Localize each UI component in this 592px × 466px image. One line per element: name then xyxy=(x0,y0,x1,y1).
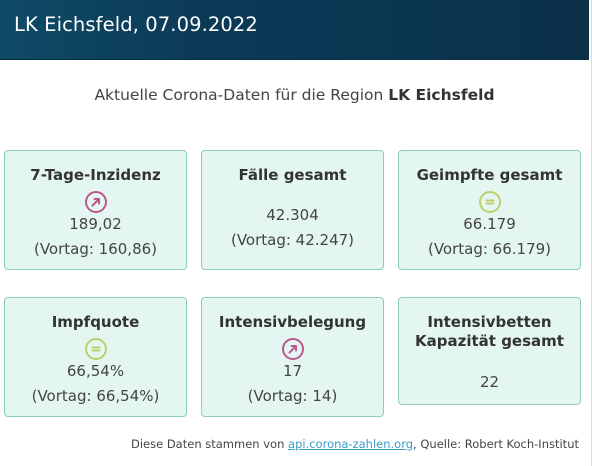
subtitle-region: LK Eichsfeld xyxy=(388,86,495,104)
card-previous-value: (Vortag: 160,86) xyxy=(33,240,158,258)
footer-source: Diese Daten stammen von api.corona-zahle… xyxy=(131,437,579,451)
trend-up-icon xyxy=(281,338,304,360)
card-title-line2: Kapazität gesamt xyxy=(415,332,564,350)
trend-up-icon xyxy=(84,191,107,213)
card-value: 66.179 xyxy=(463,215,516,233)
card-icu-capacity: Intensivbetten Kapazität gesamt 22 xyxy=(398,297,581,405)
card-value: 42.304 xyxy=(266,206,319,224)
card-title: Intensivbelegung xyxy=(218,313,367,331)
footer-prefix: Diese Daten stammen von xyxy=(130,437,289,451)
card-previous-value: (Vortag: 66.179) xyxy=(427,240,552,258)
card-title-line1: Intensivbetten xyxy=(427,313,552,331)
card-value: 22 xyxy=(479,373,500,391)
trend-equal-icon xyxy=(84,338,107,360)
card-title: Fälle gesamt xyxy=(238,166,347,184)
card-incidence: 7-Tage-Inzidenz 189,02 (Vortag: 160,86) xyxy=(4,150,187,270)
card-value: 66,54% xyxy=(66,362,125,380)
card-icu-occupancy: Intensivbelegung 17 (Vortag: 14) xyxy=(201,297,384,417)
card-value: 17 xyxy=(282,362,303,380)
source-link[interactable]: api.corona-zahlen.org xyxy=(288,437,414,451)
card-vaccinated-total: Geimpfte gesamt 66.179 (Vortag: 66.179) xyxy=(398,150,581,270)
card-previous-value: (Vortag: 14) xyxy=(247,387,338,405)
card-title: Geimpfte gesamt xyxy=(416,166,563,184)
footer-suffix: , Quelle: Robert Koch-Institut xyxy=(413,437,579,451)
trend-equal-icon xyxy=(478,191,501,213)
page-subtitle: Aktuelle Corona-Daten für die Region LK … xyxy=(0,86,589,104)
card-previous-value: (Vortag: 42.247) xyxy=(230,231,355,249)
card-vaccination-rate: Impfquote 66,54% (Vortag: 66,54%) xyxy=(4,297,187,417)
header-bar: LK Eichsfeld, 07.09.2022 xyxy=(0,0,589,60)
card-previous-value: (Vortag: 66,54%) xyxy=(31,387,160,405)
card-total-cases: Fälle gesamt 42.304 (Vortag: 42.247) xyxy=(201,150,384,270)
card-title: 7-Tage-Inzidenz xyxy=(30,166,161,184)
card-title: Impfquote xyxy=(51,313,140,331)
subtitle-prefix: Aktuelle Corona-Daten für die Region xyxy=(94,86,389,104)
card-value: 189,02 xyxy=(69,215,122,233)
header-title: LK Eichsfeld, 07.09.2022 xyxy=(14,13,258,36)
